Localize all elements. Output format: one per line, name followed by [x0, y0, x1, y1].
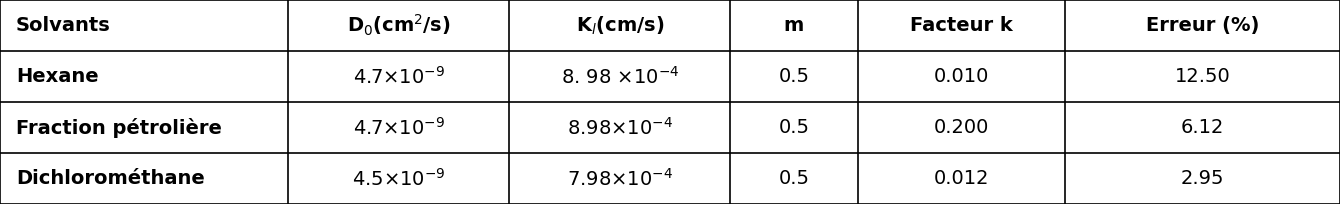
Text: Fraction pétrolière: Fraction pétrolière: [16, 118, 222, 137]
Text: 0.010: 0.010: [934, 67, 989, 86]
Text: Dichlorométhane: Dichlorométhane: [16, 169, 205, 188]
Text: D$_0$(cm$^2$/s): D$_0$(cm$^2$/s): [347, 13, 450, 38]
Text: Erreur (%): Erreur (%): [1146, 16, 1260, 35]
Text: m: m: [784, 16, 804, 35]
Text: Hexane: Hexane: [16, 67, 99, 86]
Text: 0.200: 0.200: [934, 118, 989, 137]
Text: 4.7×10$^{-9}$: 4.7×10$^{-9}$: [352, 65, 445, 88]
Text: 4.7×10$^{-9}$: 4.7×10$^{-9}$: [352, 116, 445, 139]
Text: 2.95: 2.95: [1181, 169, 1225, 188]
Text: 8. 98 ×10$^{-4}$: 8. 98 ×10$^{-4}$: [560, 65, 679, 88]
Text: Solvants: Solvants: [16, 16, 111, 35]
Text: 0.5: 0.5: [779, 118, 809, 137]
Text: 6.12: 6.12: [1181, 118, 1225, 137]
Text: Facteur k: Facteur k: [910, 16, 1013, 35]
Text: 7.98×10$^{-4}$: 7.98×10$^{-4}$: [567, 167, 673, 190]
Text: 0.5: 0.5: [779, 67, 809, 86]
Text: 12.50: 12.50: [1175, 67, 1230, 86]
Text: 0.012: 0.012: [934, 169, 989, 188]
Text: 0.5: 0.5: [779, 169, 809, 188]
Text: 4.5×10$^{-9}$: 4.5×10$^{-9}$: [352, 167, 445, 190]
Text: 8.98×10$^{-4}$: 8.98×10$^{-4}$: [567, 116, 673, 139]
Text: K$_l$(cm/s): K$_l$(cm/s): [576, 14, 663, 37]
